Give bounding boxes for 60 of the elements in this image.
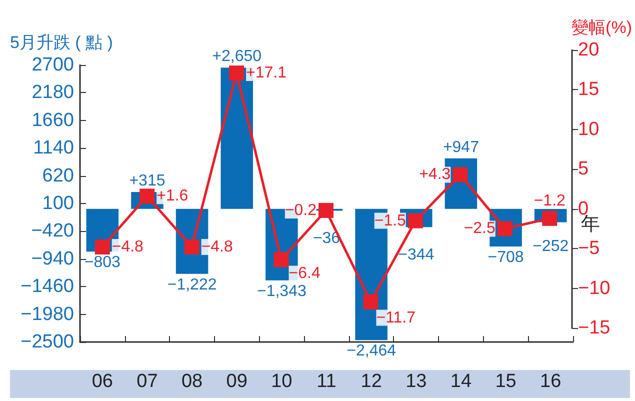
y-tick-label: 2180 xyxy=(32,82,74,104)
point xyxy=(229,66,244,81)
point xyxy=(318,202,334,218)
data-label: +1.6 xyxy=(156,188,188,205)
data-label: −803 xyxy=(84,254,121,272)
point xyxy=(94,239,110,254)
y2-tick-label: −5 xyxy=(578,238,600,260)
y-tick-label: −420 xyxy=(31,220,74,242)
data-label: −0.2 xyxy=(284,202,317,219)
data-label: −1.5 xyxy=(374,212,406,230)
data-label: −1,222 xyxy=(167,276,217,294)
y2-tick-label: 5 xyxy=(578,158,589,180)
data-label: −708 xyxy=(488,249,524,266)
point xyxy=(363,294,378,310)
x-tick-label: 09 xyxy=(226,371,248,392)
y-tick-label: −2500 xyxy=(20,332,74,352)
data-label: −11.7 xyxy=(376,309,416,326)
data-label: −252 xyxy=(532,238,569,255)
y-axis-title: 5月升跌 ( 點 ) xyxy=(10,33,113,52)
y2-tick-label: 10 xyxy=(578,118,600,140)
y-tick-label: 1140 xyxy=(33,138,74,159)
x-tick-label: 16 xyxy=(540,371,562,392)
data-label: −4.8 xyxy=(201,238,234,256)
x-tick-label: 10 xyxy=(271,371,292,392)
data-label: −1,343 xyxy=(256,282,306,300)
data-label: −6.4 xyxy=(288,265,320,282)
y2-tick-label: 15 xyxy=(578,79,600,100)
x-tick-label: 11 xyxy=(316,371,336,392)
point xyxy=(542,210,558,226)
y2-tick-label: −15 xyxy=(578,318,610,338)
y-tick-label: 1660 xyxy=(32,110,74,131)
x-tick-label: 07 xyxy=(136,371,158,392)
y2-tick-label: −10 xyxy=(578,278,610,299)
data-label: +17.1 xyxy=(246,64,287,82)
x-tick-label: 08 xyxy=(181,371,203,392)
point xyxy=(274,252,289,268)
x-tick-label: 13 xyxy=(406,371,427,392)
x-tick-label: 14 xyxy=(450,371,472,392)
data-label: −2,464 xyxy=(346,342,396,360)
data-label: +315 xyxy=(129,172,166,190)
y-tick-label: −940 xyxy=(31,248,74,270)
y-tick-label: 620 xyxy=(42,165,74,186)
data-label: −4.8 xyxy=(112,238,144,256)
y2-axis-title: 變幅(%) xyxy=(572,18,632,37)
y-tick-label: −1980 xyxy=(20,304,74,325)
x-tick-label: 15 xyxy=(495,371,516,392)
data-label: +947 xyxy=(442,138,480,156)
point xyxy=(452,167,468,182)
data-label: −344 xyxy=(398,246,434,264)
point xyxy=(184,239,200,254)
y2-tick-label: 20 xyxy=(578,40,600,60)
y-tick-label: 100 xyxy=(42,193,74,214)
data-label: +2,650 xyxy=(212,48,262,66)
data-label: −1.2 xyxy=(534,192,566,210)
y-tick-label: −1460 xyxy=(20,276,74,298)
x-tick-label: 12 xyxy=(360,371,382,392)
data-label: +4.3 xyxy=(419,166,451,184)
x-tick-label: 06 xyxy=(92,371,113,392)
y-tick-label: 2700 xyxy=(32,54,74,76)
data-label: −2.5 xyxy=(464,220,496,238)
